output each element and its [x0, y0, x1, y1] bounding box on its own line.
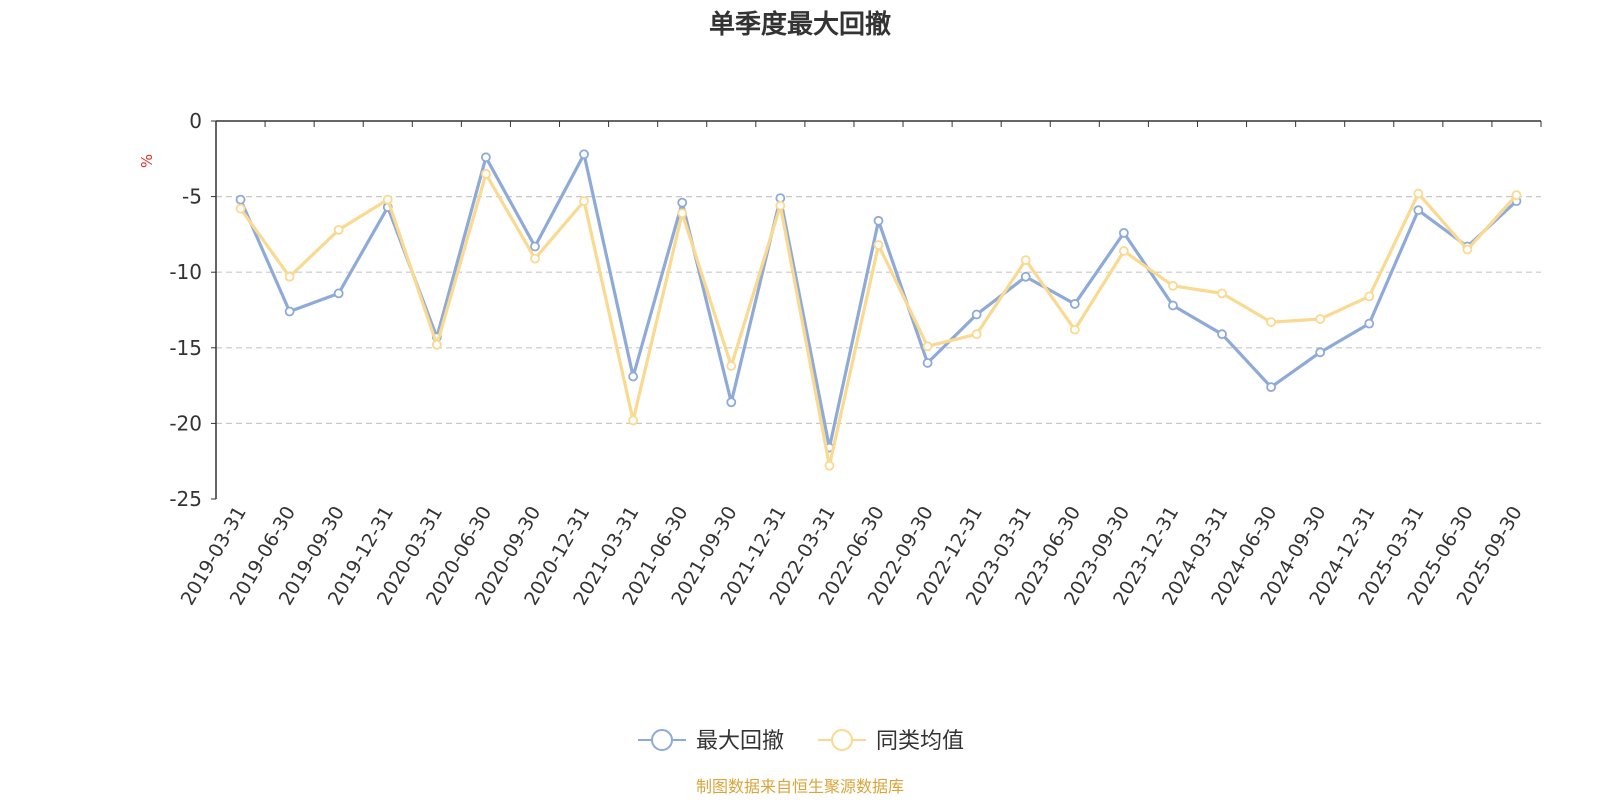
- data-point-series-2: [1118, 246, 1129, 256]
- data-point-series-1: [1168, 300, 1178, 311]
- data-point-series-2: [1315, 314, 1326, 324]
- data-point-series-1: [235, 194, 246, 205]
- data-point-series-2: [628, 415, 639, 426]
- data-point-series-2: [873, 240, 884, 250]
- data-point-series-2: [1217, 288, 1227, 299]
- data-point-series-2: [530, 253, 540, 264]
- legend-marker-1: [651, 729, 673, 751]
- data-point-series-1: [1413, 205, 1424, 216]
- data-point-series-1: [579, 149, 589, 160]
- data-point-series-1: [284, 306, 295, 317]
- data-point-series-2: [382, 194, 393, 205]
- series-layer: [235, 149, 1522, 471]
- data-point-series-2: [1020, 255, 1031, 266]
- y-tick-label: 0: [189, 109, 202, 133]
- data-point-series-1: [1266, 382, 1276, 393]
- source-note: 制图数据来自恒生聚源数据库: [696, 777, 904, 796]
- data-point-series-2: [579, 196, 589, 207]
- axes: 0-5-10-15-20-252019-03-312019-06-302019-…: [169, 109, 1542, 609]
- data-point-series-2: [431, 339, 442, 350]
- data-point-series-2: [1511, 190, 1522, 200]
- data-point-series-1: [1020, 271, 1031, 282]
- data-point-series-1: [1118, 227, 1129, 238]
- data-point-series-1: [628, 371, 639, 382]
- data-point-series-2: [1266, 317, 1276, 327]
- data-point-series-1: [726, 397, 737, 408]
- data-point-series-2: [971, 329, 982, 340]
- data-point-series-1: [1315, 347, 1326, 358]
- data-point-series-2: [677, 208, 688, 219]
- data-point-series-2: [1413, 188, 1424, 199]
- data-point-series-2: [824, 460, 835, 471]
- data-point-series-2: [235, 203, 246, 214]
- chart-title: 单季度最大回撤: [709, 9, 891, 40]
- data-point-series-2: [333, 224, 344, 235]
- legend-marker-2: [831, 729, 853, 751]
- data-point-series-1: [677, 197, 688, 208]
- legend: 最大回撤 同类均值: [638, 729, 964, 754]
- data-point-series-1: [333, 288, 344, 299]
- data-point-series-1: [481, 152, 491, 163]
- data-point-series-2: [284, 271, 295, 282]
- y-tick-label: -20: [169, 411, 202, 435]
- data-point-series-2: [726, 361, 737, 371]
- data-point-series-2: [481, 169, 491, 179]
- y-tick-label: -25: [169, 487, 202, 511]
- data-point-series-1: [1069, 299, 1080, 309]
- data-point-series-1: [922, 358, 933, 368]
- data-point-series-2: [1364, 291, 1375, 302]
- series-line-1: [239, 152, 1518, 450]
- y-tick-label: -5: [182, 185, 202, 209]
- y-tick-label: -10: [169, 260, 202, 284]
- data-point-series-1: [530, 241, 540, 252]
- data-point-series-1: [1217, 329, 1227, 340]
- legend-label-2: 同类均值: [876, 729, 964, 754]
- data-point-series-2: [1168, 280, 1178, 291]
- data-point-series-2: [1462, 244, 1473, 255]
- data-point-series-2: [922, 341, 933, 352]
- y-axis-unit-label: %: [138, 154, 156, 168]
- legend-label-1: 最大回撤: [696, 729, 784, 754]
- data-point-series-1: [1364, 318, 1375, 329]
- data-point-series-2: [775, 200, 786, 211]
- y-tick-label: -15: [169, 336, 202, 360]
- data-point-series-2: [1069, 324, 1080, 335]
- data-point-series-1: [873, 215, 884, 226]
- data-point-series-1: [971, 309, 982, 320]
